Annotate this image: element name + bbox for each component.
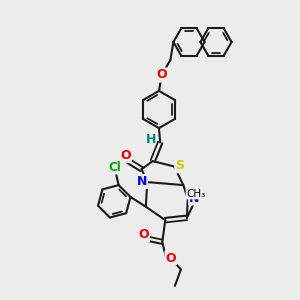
Text: O: O (165, 251, 176, 265)
Text: O: O (138, 228, 149, 241)
Text: Cl: Cl (109, 160, 122, 174)
Text: S: S (175, 159, 184, 172)
Text: O: O (120, 149, 131, 162)
Text: N: N (137, 175, 147, 188)
Text: H: H (146, 133, 156, 146)
Text: N: N (189, 191, 200, 205)
Text: O: O (156, 68, 167, 82)
Text: CH₃: CH₃ (186, 189, 206, 199)
